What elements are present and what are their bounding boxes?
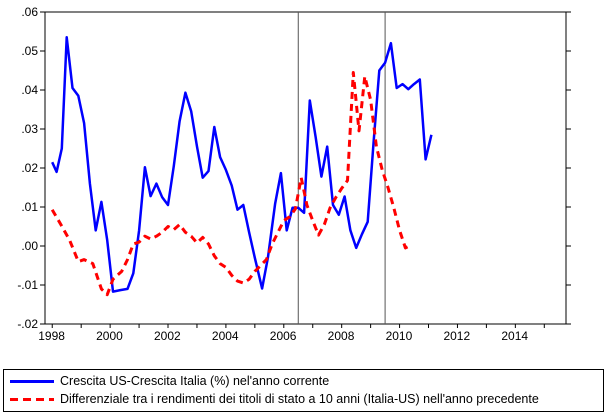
x-tick-label: 1998 xyxy=(38,329,65,343)
x-tick-label: 2000 xyxy=(96,329,123,343)
y-tick-label: .03 xyxy=(21,122,38,136)
x-axis: 1998 2000 2002 2004 2006 2008 2010 2012 2014 xyxy=(38,324,545,343)
y-axis: .06 .05 .04 .03 .02 .01 .00 -.01 -.02 xyxy=(17,5,571,331)
y-tick-label: .00 xyxy=(21,239,38,253)
legend: Crescita US-Crescita Italia (%) nel'anno… xyxy=(3,369,604,412)
legend-label-spread: Differenziale tra i rendimenti dei titol… xyxy=(60,392,539,406)
legend-swatch-solid-blue xyxy=(10,379,54,383)
y-tick-label: .05 xyxy=(21,44,38,58)
legend-item-growth: Crescita US-Crescita Italia (%) nel'anno… xyxy=(10,372,329,390)
legend-swatch-dashed-red xyxy=(10,397,54,401)
x-tick-label: 2010 xyxy=(386,329,413,343)
x-tick-label: 2006 xyxy=(270,329,297,343)
x-tick-label: 2014 xyxy=(501,329,528,343)
x-tick-label: 2004 xyxy=(212,329,239,343)
series-spread-line xyxy=(50,71,412,297)
y-tick-label: .04 xyxy=(21,83,38,97)
series-group xyxy=(50,36,433,297)
x-tick-label: 2012 xyxy=(443,329,470,343)
y-tick-label: -.02 xyxy=(17,317,38,331)
y-tick-label: .02 xyxy=(21,161,38,175)
x-tick-label: 2002 xyxy=(154,329,181,343)
x-tick-label: 2008 xyxy=(328,329,355,343)
y-tick-label: .01 xyxy=(21,200,38,214)
y-tick-label: .06 xyxy=(21,5,38,19)
legend-item-spread: Differenziale tra i rendimenti dei titol… xyxy=(10,390,539,408)
y-tick-label: -.01 xyxy=(17,278,38,292)
legend-label-growth: Crescita US-Crescita Italia (%) nel'anno… xyxy=(60,374,330,388)
